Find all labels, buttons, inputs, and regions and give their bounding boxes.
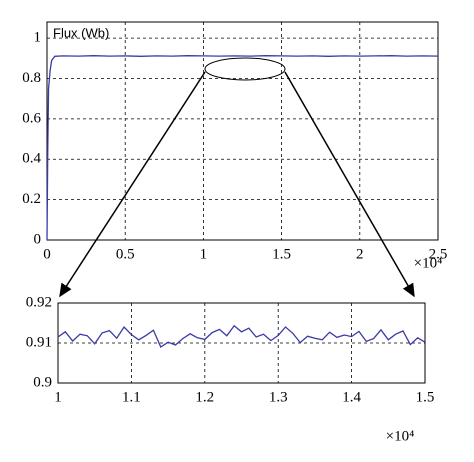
zoom-arrow bbox=[59, 71, 206, 298]
x-tick-label: 0 bbox=[43, 246, 51, 262]
x-multiplier: ×10⁴ bbox=[386, 428, 415, 444]
y-tick-label: 0.91 bbox=[26, 334, 52, 350]
x-tick-label: 0.5 bbox=[116, 246, 135, 262]
x-tick-label: 2.5 bbox=[429, 246, 448, 262]
y-tick-label: 0.2 bbox=[22, 191, 41, 207]
y-tick-label: 0.4 bbox=[22, 151, 41, 167]
x-multiplier: ×10⁴ bbox=[414, 255, 443, 271]
data-line bbox=[46, 55, 439, 241]
x-tick-label: 1.3 bbox=[269, 389, 288, 405]
zoom-ellipse bbox=[204, 57, 286, 81]
x-tick-label: 1.5 bbox=[272, 246, 291, 262]
y-label: Flux (Wb) bbox=[53, 25, 109, 40]
x-tick-label: 1.5 bbox=[416, 389, 435, 405]
y-tick-label: 0.6 bbox=[22, 110, 41, 126]
y-tick-label: 1 bbox=[34, 30, 42, 46]
zoom-arrow bbox=[284, 71, 415, 298]
x-tick-label: 1 bbox=[200, 246, 208, 262]
y-tick-label: 0.92 bbox=[26, 294, 52, 310]
y-tick-label: 0.9 bbox=[33, 374, 52, 390]
x-tick-label: 1.4 bbox=[342, 389, 361, 405]
x-tick-label: 1 bbox=[54, 389, 62, 405]
plot-frame bbox=[46, 21, 439, 241]
y-tick-label: 0.8 bbox=[22, 70, 41, 86]
y-tick-label: 0 bbox=[34, 231, 42, 247]
x-tick-label: 2 bbox=[356, 246, 364, 262]
plot-frame bbox=[57, 302, 426, 384]
data-line bbox=[57, 324, 426, 348]
x-tick-label: 1.1 bbox=[122, 389, 141, 405]
x-tick-label: 1.2 bbox=[195, 389, 214, 405]
